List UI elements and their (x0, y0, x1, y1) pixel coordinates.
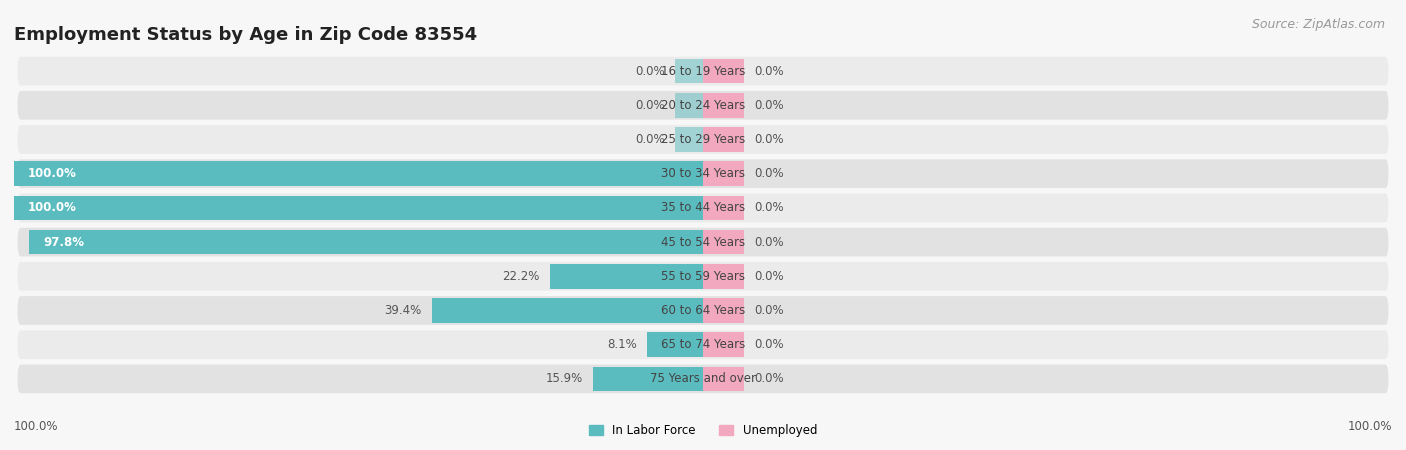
Text: 39.4%: 39.4% (384, 304, 422, 317)
Text: 97.8%: 97.8% (44, 236, 84, 248)
Bar (703, 93, 744, 117)
Text: Employment Status by Age in Zip Code 83554: Employment Status by Age in Zip Code 835… (14, 26, 477, 44)
Bar (550, 264, 703, 288)
FancyBboxPatch shape (17, 159, 1389, 188)
Bar (703, 230, 744, 254)
Text: 0.0%: 0.0% (755, 202, 785, 214)
Bar (675, 59, 703, 83)
Text: 16 to 19 Years: 16 to 19 Years (661, 65, 745, 77)
Bar (675, 93, 703, 117)
FancyBboxPatch shape (17, 262, 1389, 291)
Text: 0.0%: 0.0% (755, 65, 785, 77)
Text: 35 to 44 Years: 35 to 44 Years (661, 202, 745, 214)
Bar (675, 127, 703, 152)
Bar (703, 59, 744, 83)
Legend: In Labor Force, Unemployed: In Labor Force, Unemployed (583, 419, 823, 441)
Bar (14, 162, 703, 186)
Text: 75 Years and over: 75 Years and over (650, 373, 756, 385)
FancyBboxPatch shape (17, 330, 1389, 359)
Text: 100.0%: 100.0% (28, 202, 77, 214)
Text: 45 to 54 Years: 45 to 54 Years (661, 236, 745, 248)
Bar (703, 298, 744, 323)
Bar (647, 333, 703, 357)
Bar (703, 127, 744, 152)
Text: 65 to 74 Years: 65 to 74 Years (661, 338, 745, 351)
Text: 0.0%: 0.0% (755, 373, 785, 385)
Text: 0.0%: 0.0% (755, 304, 785, 317)
Text: 20 to 24 Years: 20 to 24 Years (661, 99, 745, 112)
Bar (703, 367, 744, 391)
Text: 0.0%: 0.0% (755, 270, 785, 283)
Bar (703, 333, 744, 357)
FancyBboxPatch shape (17, 125, 1389, 154)
FancyBboxPatch shape (17, 228, 1389, 256)
Text: 25 to 29 Years: 25 to 29 Years (661, 133, 745, 146)
FancyBboxPatch shape (17, 364, 1389, 393)
Text: Source: ZipAtlas.com: Source: ZipAtlas.com (1251, 18, 1385, 31)
Text: 0.0%: 0.0% (755, 167, 785, 180)
Bar (14, 196, 703, 220)
Bar (593, 367, 703, 391)
Bar (703, 196, 744, 220)
FancyBboxPatch shape (17, 194, 1389, 222)
Text: 100.0%: 100.0% (28, 167, 77, 180)
Text: 0.0%: 0.0% (755, 236, 785, 248)
FancyBboxPatch shape (17, 296, 1389, 325)
FancyBboxPatch shape (17, 57, 1389, 86)
Text: 0.0%: 0.0% (636, 65, 665, 77)
Text: 30 to 34 Years: 30 to 34 Years (661, 167, 745, 180)
Bar (703, 162, 744, 186)
Text: 0.0%: 0.0% (755, 99, 785, 112)
Text: 0.0%: 0.0% (636, 99, 665, 112)
Text: 22.2%: 22.2% (502, 270, 540, 283)
Text: 8.1%: 8.1% (607, 338, 637, 351)
Text: 0.0%: 0.0% (755, 133, 785, 146)
Text: 0.0%: 0.0% (636, 133, 665, 146)
Text: 100.0%: 100.0% (1347, 420, 1392, 433)
Bar (432, 298, 703, 323)
Bar (703, 264, 744, 288)
Text: 55 to 59 Years: 55 to 59 Years (661, 270, 745, 283)
Text: 60 to 64 Years: 60 to 64 Years (661, 304, 745, 317)
FancyBboxPatch shape (17, 91, 1389, 120)
Bar (30, 230, 703, 254)
Text: 0.0%: 0.0% (755, 338, 785, 351)
Text: 100.0%: 100.0% (14, 420, 59, 433)
Text: 15.9%: 15.9% (546, 373, 583, 385)
